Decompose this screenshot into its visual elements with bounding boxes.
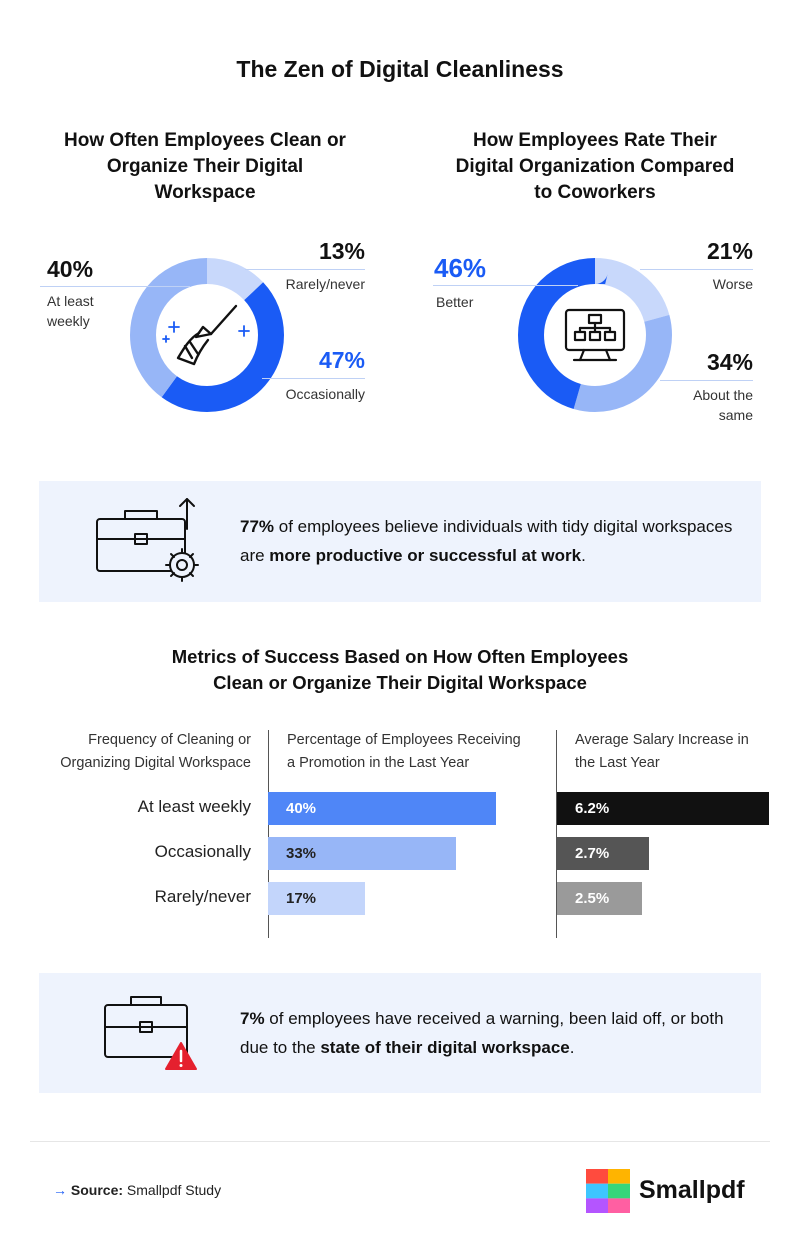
callout-productivity: 77% of employees believe individuals wit… bbox=[39, 481, 761, 602]
donut1-title-line: Workspace bbox=[154, 182, 256, 203]
logo-tile bbox=[608, 1198, 630, 1213]
axis-line-promotion bbox=[268, 730, 269, 938]
slice-about-the-same bbox=[518, 258, 672, 412]
leader-line bbox=[433, 285, 578, 286]
col-head-line: Organizing Digital Workspace bbox=[60, 755, 251, 771]
label-line: same bbox=[718, 407, 753, 423]
donut2-title-line: Digital Organization Compared bbox=[455, 156, 735, 177]
donut2-chart bbox=[518, 258, 672, 412]
donut1-title-line: Organize Their Digital bbox=[106, 156, 304, 177]
callout-bold-text: state of their digital workspace bbox=[320, 1038, 570, 1057]
col-head-line: Average Salary Increase in bbox=[575, 732, 749, 748]
source-text: Smallpdf Study bbox=[123, 1182, 222, 1198]
donut1-occasionally-pct: 47% bbox=[318, 347, 365, 373]
axis-line-salary bbox=[556, 730, 557, 938]
callout-text-part: of employees believe individuals with ti… bbox=[240, 517, 733, 565]
promotion-bar-label: 17% bbox=[286, 890, 317, 907]
callout-text-part: of employees have received a warning, be… bbox=[240, 1009, 724, 1057]
slice-occasionally bbox=[130, 258, 284, 412]
donut1-title-line: How Often Employees Clean or bbox=[64, 130, 346, 151]
monitor-icon bbox=[564, 308, 626, 362]
footer-divider bbox=[30, 1141, 770, 1142]
salary-bar bbox=[557, 882, 642, 915]
col-head-frequency: Frequency of Cleaning or Organizing Digi… bbox=[60, 729, 251, 775]
donut1-rarely-pct: 13% bbox=[318, 238, 365, 264]
col-head-promotion: Percentage of Employees Receiving a Prom… bbox=[287, 729, 521, 775]
donut2-better-label: Better bbox=[436, 294, 474, 310]
page-title: The Zen of Digital Cleanliness bbox=[236, 56, 564, 82]
col-head-line: the Last Year bbox=[575, 755, 660, 771]
callout-pct: 7% bbox=[240, 1009, 265, 1028]
slice-at-least-weekly bbox=[130, 258, 284, 412]
label-line: weekly bbox=[47, 313, 90, 329]
leader-line bbox=[640, 269, 753, 270]
callout-text-part: . bbox=[581, 546, 586, 565]
promotion-bar-label: 40% bbox=[286, 800, 317, 817]
col-head-salary: Average Salary Increase in the Last Year bbox=[575, 729, 749, 775]
donut2-title-line: How Employees Rate Their bbox=[473, 130, 717, 151]
logo-tile bbox=[608, 1183, 630, 1199]
logo-tile bbox=[586, 1198, 608, 1213]
callout-warning-text: 7% of employees have received a warning,… bbox=[240, 1004, 740, 1062]
logo-tile bbox=[586, 1169, 608, 1184]
col-head-line: Frequency of Cleaning or bbox=[88, 732, 251, 748]
donut1-rarely-label: Rarely/never bbox=[285, 276, 365, 292]
leader-line bbox=[245, 269, 365, 270]
callout-bold-text: more productive or successful at work bbox=[269, 546, 582, 565]
arrow-icon: → bbox=[53, 1182, 67, 1198]
col-head-line: Percentage of Employees Receiving bbox=[287, 732, 521, 748]
row-label-occasionally: Occasionally bbox=[154, 842, 251, 861]
donut2-title-line: to Coworkers bbox=[534, 182, 656, 203]
salary-bar-label: 2.5% bbox=[575, 890, 610, 907]
source-label: Source: bbox=[70, 1182, 124, 1198]
donut2-better-pct: 46% bbox=[434, 253, 487, 283]
briefcase-warning-icon bbox=[104, 996, 197, 1070]
slice-better bbox=[518, 258, 672, 412]
callout-pct: 77% bbox=[240, 517, 275, 536]
salary-bar bbox=[557, 792, 769, 825]
brand-name: Smallpdf bbox=[639, 1176, 745, 1204]
donut2-same-label: About the same bbox=[693, 385, 753, 425]
broom-icon bbox=[176, 304, 238, 366]
briefcase-gear-icon bbox=[96, 498, 199, 582]
promotion-bar bbox=[268, 792, 496, 825]
promotion-bar bbox=[268, 882, 365, 915]
salary-bar-label: 2.7% bbox=[575, 845, 610, 862]
metrics-title-line: Metrics of Success Based on How Often Em… bbox=[171, 646, 629, 667]
leader-line bbox=[40, 286, 190, 287]
smallpdf-logo-icon bbox=[586, 1169, 630, 1213]
donut1-weekly-label: At least weekly bbox=[47, 291, 94, 331]
logo-tile bbox=[608, 1169, 630, 1184]
metrics-title: Metrics of Success Based on How Often Em… bbox=[0, 644, 800, 696]
leader-line bbox=[262, 378, 365, 379]
promotion-bar-label: 33% bbox=[286, 845, 317, 862]
promotion-bar bbox=[268, 837, 456, 870]
row-label-weekly: At least weekly bbox=[137, 797, 251, 816]
col-head-line: a Promotion in the Last Year bbox=[287, 755, 470, 771]
source-note: → Source: Smallpdf Study bbox=[53, 1182, 221, 1198]
callout-warning: 7% of employees have received a warning,… bbox=[39, 973, 761, 1093]
label-line: About the bbox=[693, 387, 753, 403]
callout-productivity-text: 77% of employees believe individuals wit… bbox=[240, 512, 740, 570]
label-line: At least bbox=[47, 293, 94, 309]
donut1-occasionally-label: Occasionally bbox=[285, 386, 365, 402]
donut2-worse-label: Worse bbox=[712, 276, 753, 292]
sparkle-icon bbox=[162, 321, 250, 343]
donut2-same-pct: 34% bbox=[706, 349, 753, 375]
salary-bar bbox=[557, 837, 649, 870]
donut1-chart bbox=[130, 258, 284, 412]
metrics-title-line: Clean or Organize Their Digital Workspac… bbox=[213, 672, 587, 693]
donut1-title: How Often Employees Clean or Organize Th… bbox=[40, 128, 370, 206]
callout-text-part: . bbox=[569, 1038, 575, 1057]
donut1-weekly-pct: 40% bbox=[47, 256, 94, 282]
logo-tile bbox=[586, 1183, 608, 1199]
donut2-title: How Employees Rate Their Digital Organiz… bbox=[425, 128, 765, 206]
row-label-rarely: Rarely/never bbox=[154, 887, 251, 906]
salary-bar-label: 6.2% bbox=[575, 800, 610, 817]
donut2-worse-pct: 21% bbox=[706, 238, 753, 264]
leader-line bbox=[660, 380, 753, 381]
